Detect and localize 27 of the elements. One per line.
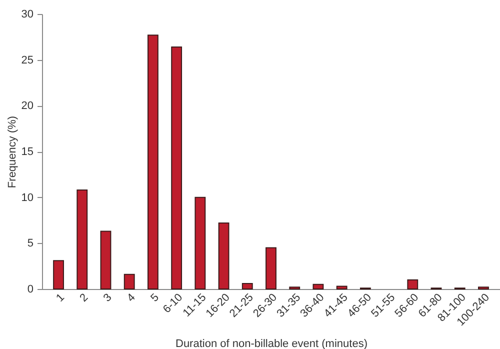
y-tick-label: 30 (21, 8, 34, 20)
x-tick-label: 2 (78, 292, 91, 304)
x-tick-label: 1 (54, 292, 68, 304)
bar (53, 260, 64, 290)
y-axis-title: Frequency (%) (6, 116, 18, 188)
x-tick-label: 3 (101, 292, 114, 304)
bar (76, 190, 88, 290)
y-tick-label: 5 (27, 238, 34, 250)
bar (312, 284, 324, 290)
x-tick-label: 4 (125, 292, 138, 304)
bar (100, 230, 112, 290)
bar (242, 283, 253, 290)
y-tick-label: 10 (21, 192, 34, 204)
x-tick-label: 5 (148, 292, 162, 304)
bar (336, 286, 348, 290)
bar (266, 247, 276, 290)
y-tick-label: 0 (27, 284, 34, 296)
x-axis-title: Duration of non-billable event (minutes) (176, 338, 368, 349)
y-tick-label: 20 (21, 100, 34, 112)
bar (124, 274, 135, 290)
y-tick-label: 15 (21, 146, 34, 158)
bar (194, 196, 206, 290)
bar (407, 279, 418, 290)
bar (218, 222, 230, 290)
bar (148, 34, 158, 290)
bar (171, 46, 182, 290)
y-tick-label: 25 (21, 54, 34, 66)
